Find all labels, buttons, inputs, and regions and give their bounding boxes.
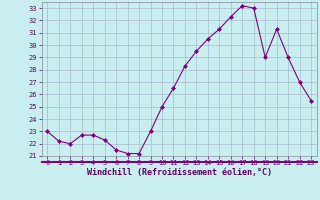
X-axis label: Windchill (Refroidissement éolien,°C): Windchill (Refroidissement éolien,°C) [87, 168, 272, 177]
